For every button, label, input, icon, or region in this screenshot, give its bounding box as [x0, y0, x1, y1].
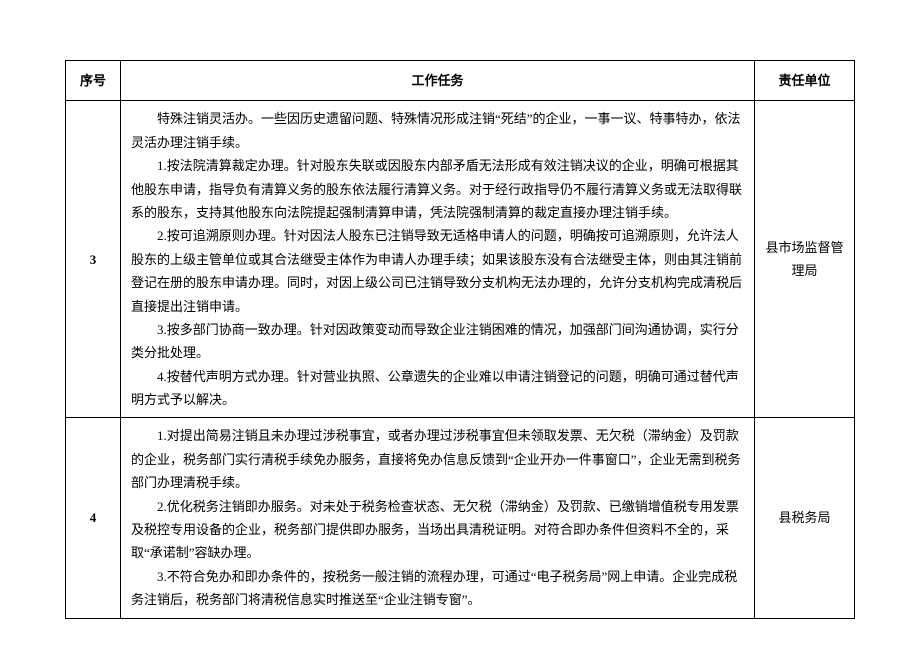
cell-seq: 4	[66, 418, 121, 618]
task-paragraph: 1.按法院清算裁定办理。针对股东失联或因股东内部矛盾无法形成有效注销决议的企业，…	[131, 154, 744, 224]
work-task-table: 序号 工作任务 责任单位 3特殊注销灵活办。一些因历史遗留问题、特殊情况形成注销…	[65, 60, 855, 619]
task-paragraph: 2.按可追溯原则办理。针对因法人股东已注销导致无适格申请人的问题，明确按可追溯原…	[131, 224, 744, 318]
header-seq: 序号	[66, 61, 121, 101]
cell-task: 特殊注销灵活办。一些因历史遗留问题、特殊情况形成注销“死结”的企业，一事一议、特…	[121, 101, 755, 418]
cell-dept: 县税务局	[755, 418, 855, 618]
table-header-row: 序号 工作任务 责任单位	[66, 61, 855, 101]
table-row: 3特殊注销灵活办。一些因历史遗留问题、特殊情况形成注销“死结”的企业，一事一议、…	[66, 101, 855, 418]
table-body: 3特殊注销灵活办。一些因历史遗留问题、特殊情况形成注销“死结”的企业，一事一议、…	[66, 101, 855, 618]
cell-dept: 县市场监督管理局	[755, 101, 855, 418]
task-paragraph: 2.优化税务注销即办服务。对未处于税务检查状态、无欠税（滞纳金）及罚款、已缴销增…	[131, 495, 744, 565]
table-row: 41.对提出简易注销且未办理过涉税事宜，或者办理过涉税事宜但未领取发票、无欠税（…	[66, 418, 855, 618]
task-paragraph: 特殊注销灵活办。一些因历史遗留问题、特殊情况形成注销“死结”的企业，一事一议、特…	[131, 107, 744, 154]
cell-task: 1.对提出简易注销且未办理过涉税事宜，或者办理过涉税事宜但未领取发票、无欠税（滞…	[121, 418, 755, 618]
header-dept: 责任单位	[755, 61, 855, 101]
task-paragraph: 4.按替代声明方式办理。针对营业执照、公章遗失的企业难以申请注销登记的问题，明确…	[131, 365, 744, 412]
task-paragraph: 3.按多部门协商一致办理。针对因政策变动而导致企业注销困难的情况，加强部门间沟通…	[131, 318, 744, 365]
header-task: 工作任务	[121, 61, 755, 101]
task-paragraph: 3.不符合免办和即办条件的，按税务一般注销的流程办理，可通过“电子税务局”网上申…	[131, 565, 744, 612]
cell-seq: 3	[66, 101, 121, 418]
task-paragraph: 1.对提出简易注销且未办理过涉税事宜，或者办理过涉税事宜但未领取发票、无欠税（滞…	[131, 424, 744, 494]
